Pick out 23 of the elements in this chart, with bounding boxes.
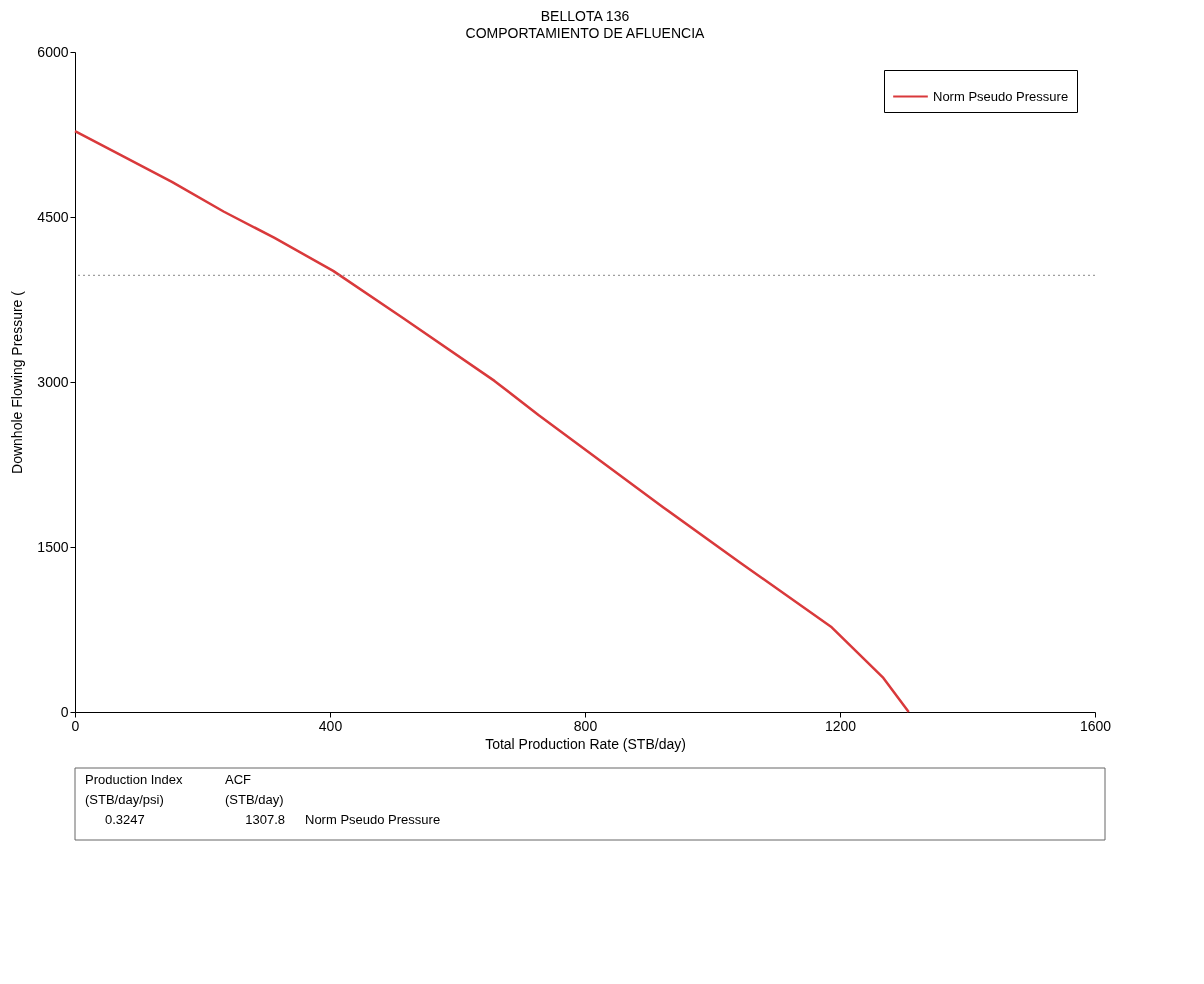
y-tick-label: 3000: [37, 373, 69, 390]
y-tick-label: 4500: [37, 208, 69, 225]
x-tick-label: 0: [71, 717, 80, 734]
x-tick-label: 1200: [824, 717, 857, 734]
text: 0.3247: [105, 812, 145, 827]
x-tick-label: 800: [573, 717, 598, 734]
chart-title: BELLOTA 136: [540, 8, 630, 24]
x-axis-title: Total Production Rate (STB/day): [485, 735, 686, 752]
x-tick-label: 400: [318, 717, 343, 734]
y-tick-label: 6000: [37, 43, 69, 60]
x-tick-label: 1600: [1079, 717, 1112, 734]
y-tick-label: 0: [60, 703, 69, 720]
text: ACF: [225, 772, 252, 787]
text: Norm Pseudo Pressure: [305, 812, 441, 827]
text: (STB/day): [225, 792, 284, 807]
y-axis-title: Downhole Flowing Pressure (: [9, 290, 26, 474]
legend-label: Norm Pseudo Pressure: [933, 88, 1069, 104]
chart-subtitle: COMPORTAMIENTO DE AFLUENCIA: [465, 25, 706, 41]
text: 1307.8: [245, 812, 285, 827]
y-tick-label: 1500: [37, 538, 69, 555]
text: Production Index: [85, 772, 184, 787]
line-series: [73, 129, 910, 714]
text: (STB/day/psi): [85, 792, 164, 807]
